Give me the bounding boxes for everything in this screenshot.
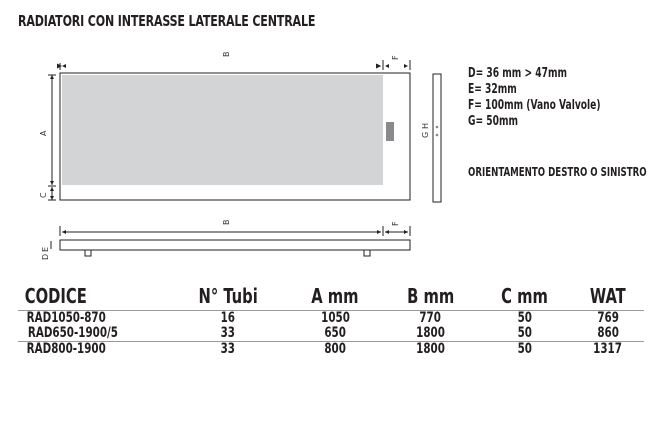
cell-wat: 1317 xyxy=(593,341,623,357)
label-g: G xyxy=(421,132,430,138)
cell-b: 770 xyxy=(419,310,442,326)
header-a: A mm xyxy=(311,284,359,308)
cell-tubi: 33 xyxy=(220,341,235,357)
foot-left xyxy=(84,249,92,257)
label-f-top: F xyxy=(391,55,400,60)
label-b-bottom: B xyxy=(222,220,231,226)
cell-a: 1050 xyxy=(320,310,350,326)
label-b-top: B xyxy=(222,52,231,58)
spec-d: D= 36 mm > 47mm xyxy=(468,66,567,81)
label-h: H xyxy=(421,123,430,129)
cell-codice: RAD800-1900 xyxy=(26,341,106,357)
radiator-side-view xyxy=(432,73,442,203)
spec-e: E= 32mm xyxy=(468,82,517,97)
page-title: RADIATORI CON INTERASSE LATERALE CENTRAL… xyxy=(18,12,316,30)
header-tubi: N° Tubi xyxy=(198,284,258,308)
cell-c: 50 xyxy=(517,310,533,326)
cell-a: 650 xyxy=(324,325,346,341)
header-b: B mm xyxy=(406,284,454,308)
cell-tubi: 16 xyxy=(220,310,235,326)
radiator-top-view xyxy=(59,239,411,251)
cell-tubi: 33 xyxy=(220,325,235,341)
label-d: D xyxy=(41,254,50,260)
cell-a: 800 xyxy=(324,341,346,357)
radiator-panel xyxy=(62,75,383,185)
cell-wat: 769 xyxy=(597,310,619,326)
cell-b: 1800 xyxy=(415,325,445,341)
table-header: CODICE N° Tubi A mm B mm C mm WAT xyxy=(18,284,644,311)
orientation-note: ORIENTAMENTO DESTRO O SINISTRO xyxy=(468,165,647,179)
cell-wat: 860 xyxy=(597,325,619,341)
cell-codice: RAD650-1900/5 xyxy=(27,325,118,341)
table-row: RAD650-1900/5 33 650 1800 50 860 xyxy=(18,326,644,342)
cell-c: 50 xyxy=(517,325,533,341)
table-row: RAD800-1900 33 800 1800 50 1317 xyxy=(18,342,644,358)
header-codice: CODICE xyxy=(24,284,87,308)
label-c: C xyxy=(39,192,48,198)
label-e: E xyxy=(41,247,50,252)
foot-right xyxy=(363,249,371,257)
valve-block xyxy=(386,122,394,141)
radiator-diagram: B F A C G H B F D E xyxy=(39,52,442,260)
spec-f: F= 100mm (Vano Valvole) xyxy=(468,98,601,113)
cell-c: 50 xyxy=(517,341,533,357)
spec-g: G= 50mm xyxy=(468,114,519,129)
header-c: C mm xyxy=(501,284,549,308)
product-table: CODICE N° Tubi A mm B mm C mm WAT RAD105… xyxy=(18,284,644,357)
label-f-bottom: F xyxy=(391,221,400,226)
cell-b: 1800 xyxy=(415,341,445,357)
table-row: RAD1050-870 16 1050 770 50 769 xyxy=(18,311,644,327)
header-wat: WAT xyxy=(590,284,626,308)
label-a: A xyxy=(39,130,48,136)
cell-codice: RAD1050-870 xyxy=(26,310,106,326)
